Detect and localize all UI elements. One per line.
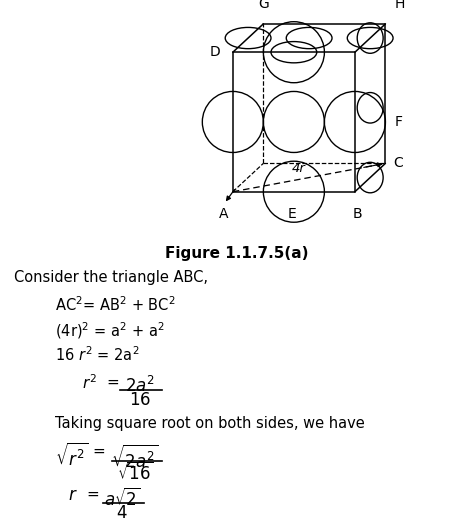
Text: (4r)$^2$ = a$^2$ + a$^2$: (4r)$^2$ = a$^2$ + a$^2$ bbox=[55, 321, 164, 342]
Text: B: B bbox=[352, 207, 362, 221]
Text: $\sqrt{16}$: $\sqrt{16}$ bbox=[117, 462, 154, 484]
Text: H: H bbox=[394, 0, 404, 11]
Text: $\sqrt{2a^2}$: $\sqrt{2a^2}$ bbox=[111, 445, 158, 472]
Text: $4$: $4$ bbox=[116, 504, 128, 519]
Text: Taking square root on both sides, we have: Taking square root on both sides, we hav… bbox=[55, 416, 365, 431]
Text: $\sqrt{r^2}$: $\sqrt{r^2}$ bbox=[55, 443, 88, 470]
Text: 4r: 4r bbox=[292, 162, 305, 175]
Text: A: A bbox=[219, 207, 229, 221]
Text: 16 $r^2$ = 2a$^2$: 16 $r^2$ = 2a$^2$ bbox=[55, 346, 139, 364]
Text: D: D bbox=[210, 45, 221, 59]
Text: $16$: $16$ bbox=[129, 391, 151, 409]
Text: AC$^2$= AB$^2$ + BC$^2$: AC$^2$= AB$^2$ + BC$^2$ bbox=[55, 295, 176, 314]
Text: $=$: $=$ bbox=[84, 486, 100, 501]
Text: $=$: $=$ bbox=[90, 443, 106, 458]
Text: C: C bbox=[393, 156, 403, 170]
Text: $a\sqrt{2}$: $a\sqrt{2}$ bbox=[104, 488, 140, 510]
Text: $r$: $r$ bbox=[68, 486, 78, 504]
Text: $=$: $=$ bbox=[104, 374, 120, 389]
Text: E: E bbox=[287, 207, 296, 221]
Text: $r^2$: $r^2$ bbox=[82, 374, 97, 392]
Text: F: F bbox=[394, 115, 402, 129]
Text: G: G bbox=[258, 0, 269, 11]
Text: Consider the triangle ABC,: Consider the triangle ABC, bbox=[14, 270, 208, 285]
Text: $2a^2$: $2a^2$ bbox=[125, 376, 155, 396]
Text: Figure 1.1.7.5(a): Figure 1.1.7.5(a) bbox=[165, 247, 309, 262]
